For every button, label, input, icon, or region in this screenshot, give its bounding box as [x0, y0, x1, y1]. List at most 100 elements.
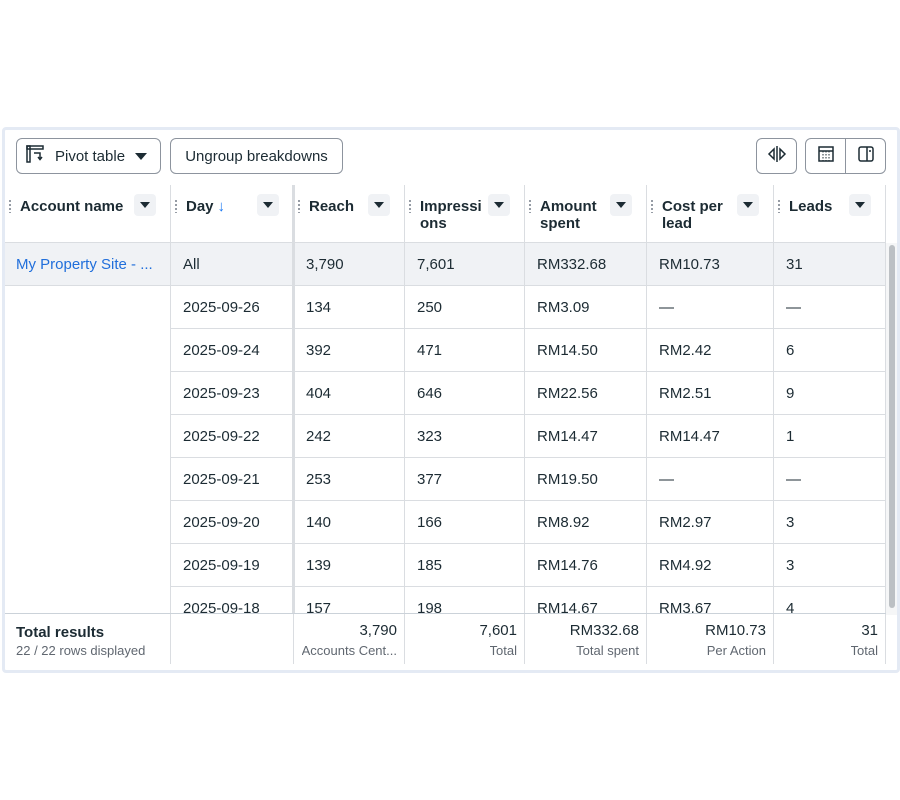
cell-reach: 404 — [294, 372, 405, 415]
pivot-table-label: Pivot table — [55, 147, 126, 165]
column-menu-button[interactable] — [737, 194, 759, 216]
cell-day: 2025-09-22 — [171, 415, 294, 458]
cell-cost-per-lead: — — [647, 286, 774, 329]
column-header-label: Amount spent — [540, 198, 597, 232]
cell-amount-spent: RM22.56 — [525, 372, 647, 415]
cell-leads: — — [774, 458, 886, 501]
cell-cost-per-lead: RM10.73 — [647, 243, 774, 286]
cell-reach: 157 — [294, 587, 405, 613]
column-density-button[interactable] — [806, 139, 845, 173]
table-row: 2025-09-26 134 250 RM3.09 — — — [5, 286, 886, 329]
cell-day: 2025-09-19 — [171, 544, 294, 587]
cell-account-empty — [5, 587, 171, 613]
totals-cost-caption: Per Action — [706, 643, 766, 658]
totals-impressions-caption: Total — [489, 643, 517, 658]
table-row: 2025-09-22 242 323 RM14.47 RM14.47 1 — [5, 415, 886, 458]
table-row: 2025-09-18 157 198 RM14.67 RM3.67 4 — [5, 587, 886, 613]
data-table: Account name Day ↓ Reach Impressi ons Amo… — [5, 185, 897, 670]
cell-impressions: 471 — [405, 329, 525, 372]
column-menu-button[interactable] — [610, 194, 632, 216]
sort-arrow-icon[interactable]: ↓ — [217, 198, 226, 215]
drag-handle-icon[interactable] — [9, 199, 11, 213]
cell-day: All — [171, 243, 294, 286]
cell-impressions: 377 — [405, 458, 525, 501]
cell-account-empty — [5, 329, 171, 372]
totals-reach-cell: 3,790 Accounts Cent... — [294, 614, 405, 664]
vertical-scrollbar[interactable] — [886, 243, 897, 615]
cell-impressions: 646 — [405, 372, 525, 415]
cell-cost-per-lead: RM2.51 — [647, 372, 774, 415]
chevron-down-icon — [135, 152, 148, 160]
cell-amount-spent: RM14.76 — [525, 544, 647, 587]
cell-cost-per-lead: — — [647, 458, 774, 501]
table-row: 2025-09-19 139 185 RM14.76 RM4.92 3 — [5, 544, 886, 587]
totals-leads-caption: Total — [850, 643, 878, 658]
toolbar: Pivot table Ungroup breakdowns — [5, 130, 897, 185]
totals-amount-caption: Total spent — [576, 643, 639, 658]
pivot-table-icon — [25, 144, 45, 168]
column-header-day[interactable]: Day ↓ — [171, 185, 294, 243]
cell-impressions: 185 — [405, 544, 525, 587]
side-panel-button[interactable] — [845, 139, 885, 173]
drag-handle-icon[interactable] — [409, 199, 411, 213]
table-row: 2025-09-24 392 471 RM14.50 RM2.42 6 — [5, 329, 886, 372]
cell-leads: 1 — [774, 415, 886, 458]
cell-leads: — — [774, 286, 886, 329]
column-header-cost-per-lead[interactable]: Cost per lead — [647, 185, 774, 243]
totals-amount-value: RM332.68 — [569, 622, 639, 639]
column-menu-button[interactable] — [849, 194, 871, 216]
column-header-leads[interactable]: Leads — [774, 185, 886, 243]
cell-day: 2025-09-24 — [171, 329, 294, 372]
cell-leads: 3 — [774, 501, 886, 544]
drag-handle-icon[interactable] — [298, 199, 300, 213]
column-header-amount-spent[interactable]: Amount spent — [525, 185, 647, 243]
totals-leads-value: 31 — [861, 622, 878, 639]
column-density-icon — [816, 144, 836, 169]
column-menu-button[interactable] — [488, 194, 510, 216]
totals-reach-value: 3,790 — [359, 622, 397, 639]
cell-amount-spent: RM332.68 — [525, 243, 647, 286]
split-compare-icon — [767, 144, 787, 168]
drag-handle-icon[interactable] — [175, 199, 177, 213]
column-header-reach[interactable]: Reach — [294, 185, 405, 243]
cell-reach: 3,790 — [294, 243, 405, 286]
table-row: 2025-09-20 140 166 RM8.92 RM2.97 3 — [5, 501, 886, 544]
column-header-label: Reach — [309, 198, 355, 215]
cell-cost-per-lead: RM2.97 — [647, 501, 774, 544]
cell-day: 2025-09-23 — [171, 372, 294, 415]
column-menu-button[interactable] — [257, 194, 279, 216]
rows-displayed: 22 / 22 rows displayed — [16, 643, 146, 658]
drag-handle-icon[interactable] — [651, 199, 653, 213]
column-header-impressions[interactable]: Impressi ons — [405, 185, 525, 243]
column-header-account[interactable]: Account name — [5, 185, 171, 243]
scrollbar-thumb[interactable] — [889, 245, 895, 608]
cell-amount-spent: RM14.50 — [525, 329, 647, 372]
drag-handle-icon[interactable] — [778, 199, 780, 213]
cell-leads: 3 — [774, 544, 886, 587]
cell-amount-spent: RM19.50 — [525, 458, 647, 501]
column-header-label: Day ↓ — [186, 198, 226, 215]
account-name-link[interactable]: My Property Site - ... — [5, 243, 171, 286]
totals-cost-cell: RM10.73 Per Action — [647, 614, 774, 664]
ungroup-breakdowns-button[interactable]: Ungroup breakdowns — [170, 138, 343, 174]
column-menu-button[interactable] — [368, 194, 390, 216]
cell-reach: 392 — [294, 329, 405, 372]
cell-day: 2025-09-18 — [171, 587, 294, 613]
cell-amount-spent: RM14.47 — [525, 415, 647, 458]
cell-account-empty — [5, 286, 171, 329]
cell-account-empty — [5, 458, 171, 501]
column-menu-button[interactable] — [134, 194, 156, 216]
cell-cost-per-lead: RM2.42 — [647, 329, 774, 372]
compare-button[interactable] — [756, 138, 797, 174]
cell-leads: 4 — [774, 587, 886, 613]
cell-reach: 242 — [294, 415, 405, 458]
totals-impressions-cell: 7,601 Total — [405, 614, 525, 664]
drag-handle-icon[interactable] — [529, 199, 531, 213]
totals-label-cell: Total results 22 / 22 rows displayed — [5, 614, 171, 664]
pivot-table-dropdown[interactable]: Pivot table — [16, 138, 161, 174]
column-header-label: Cost per lead — [662, 198, 723, 232]
cell-day: 2025-09-21 — [171, 458, 294, 501]
cell-account-empty — [5, 544, 171, 587]
frozen-column-divider — [292, 185, 295, 668]
side-panel-icon — [856, 144, 876, 169]
